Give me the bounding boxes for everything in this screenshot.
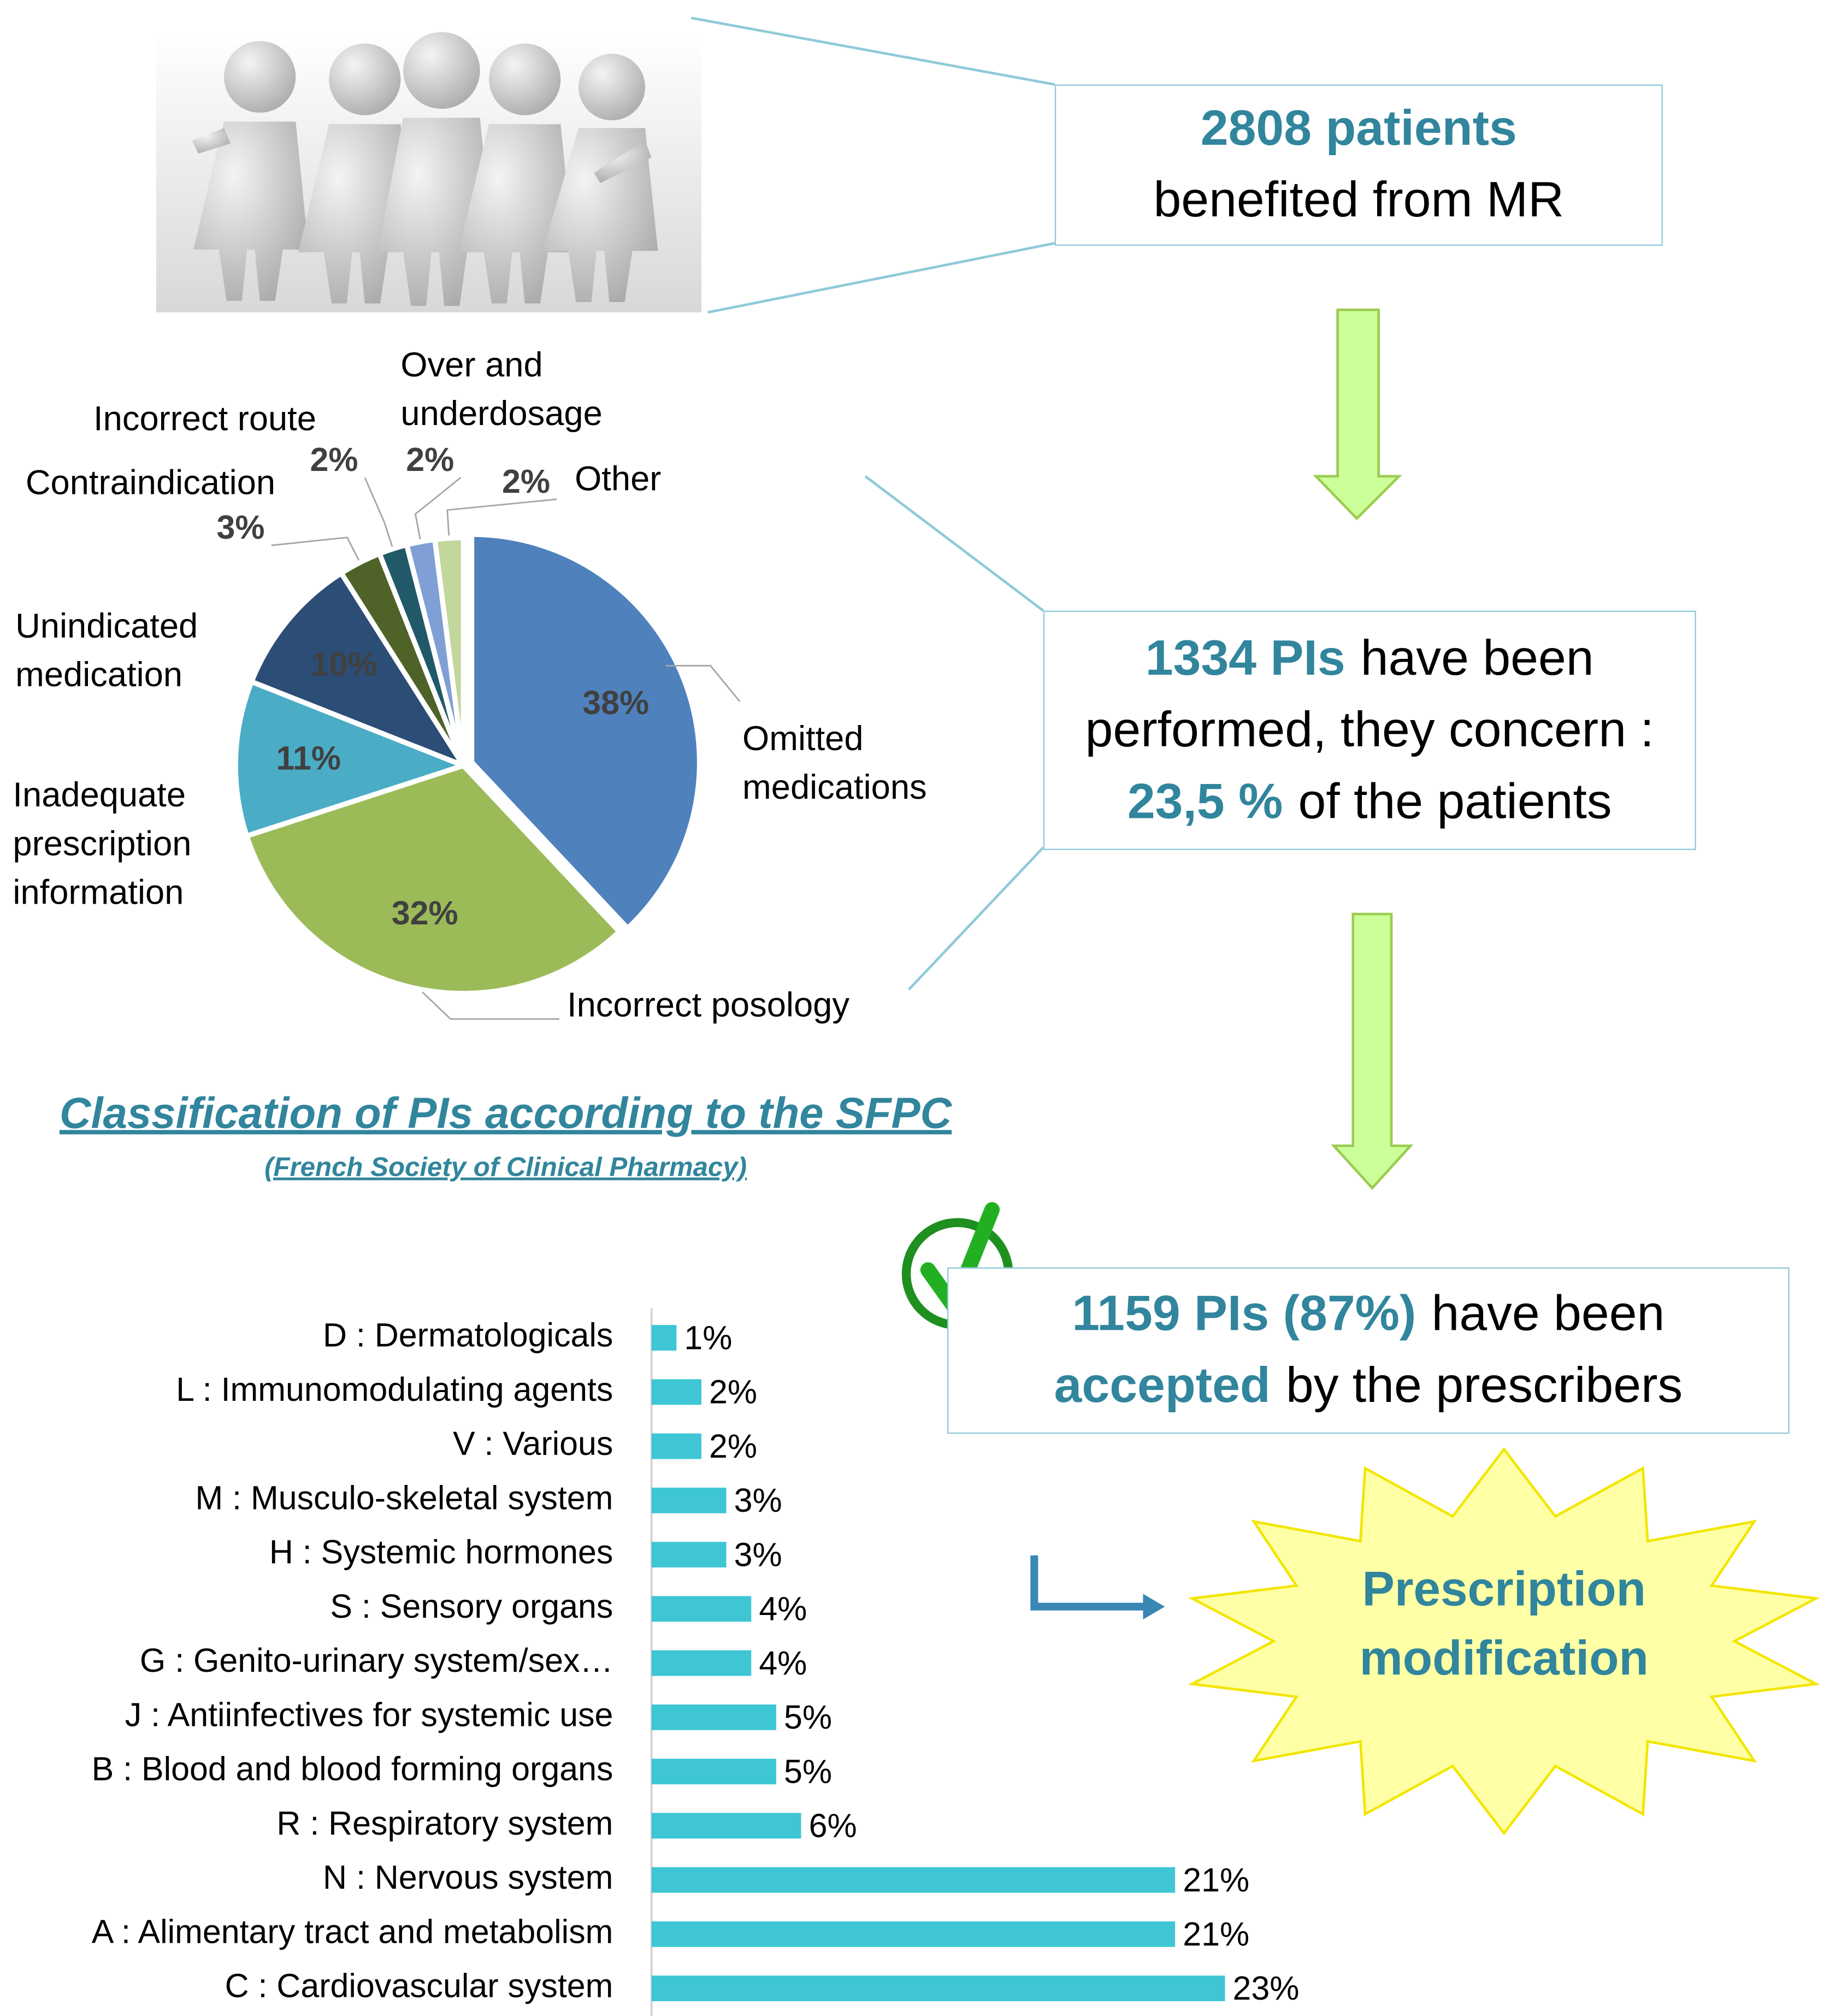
chart-subtitle: (French Society of Clinical Pharmacy) bbox=[264, 1152, 747, 1182]
callout-arrow bbox=[1034, 1555, 1146, 1607]
bar-value-label: 3% bbox=[734, 1536, 782, 1573]
callout-arrowhead bbox=[1143, 1594, 1165, 1619]
bar bbox=[652, 1488, 727, 1513]
leader-line bbox=[415, 478, 461, 539]
bar bbox=[652, 1650, 752, 1676]
box-text: have been bbox=[1361, 630, 1594, 686]
box-line: accepted by the prescribers bbox=[1046, 1351, 1690, 1422]
chart-title: Classification of PIs according to the S… bbox=[60, 1088, 953, 1137]
bar-category-label: C : Cardiovascular system bbox=[225, 1967, 613, 2005]
pie-value-label: 2% bbox=[406, 441, 454, 478]
box-text: by the prescribers bbox=[1286, 1358, 1683, 1413]
box-highlight: 23,5 % bbox=[1128, 774, 1283, 829]
box-line: 1159 PIs (87%) have been bbox=[1064, 1279, 1672, 1351]
bar-value-label: 21% bbox=[1183, 1861, 1249, 1899]
bar bbox=[652, 1976, 1225, 2001]
pie-value-label: 10% bbox=[311, 646, 377, 683]
box-line: 1334 PIs have been bbox=[1138, 623, 1602, 694]
info-box: 1159 PIs (87%) have been accepted by the pr… bbox=[947, 1268, 1790, 1434]
pie-value-label: 3% bbox=[217, 509, 265, 546]
bar bbox=[652, 1705, 776, 1730]
info-box: 2808 patients benefited from MR bbox=[1055, 85, 1663, 246]
bar-value-label: 2% bbox=[709, 1428, 757, 1465]
info-box: 1334 PIs have been performed, they concern… bbox=[1043, 611, 1696, 850]
leader-line bbox=[422, 992, 559, 1019]
bar bbox=[652, 1921, 1175, 1947]
box-text: of the patients bbox=[1298, 774, 1612, 829]
infographic: 38% 32% 11% 10% 3% 2% 2% 2% Classification of PI… bbox=[0, 0, 1824, 2016]
bar-value-label: 6% bbox=[809, 1807, 857, 1844]
box-highlight: 2808 patients bbox=[1201, 101, 1517, 156]
box-highlight: accepted bbox=[1054, 1358, 1271, 1413]
bar bbox=[652, 1596, 752, 1622]
bar-value-label: 5% bbox=[784, 1753, 832, 1790]
bar-category-label: J : Antiinfectives for systemic use bbox=[125, 1696, 613, 1733]
pie-value-label: 2% bbox=[502, 463, 550, 500]
bar-category-label: R : Respiratory system bbox=[276, 1805, 613, 1842]
connector-lines bbox=[691, 18, 1054, 989]
callout-text: Prescription modification bbox=[1331, 1555, 1677, 1694]
bar-value-label: 21% bbox=[1183, 1915, 1249, 1953]
pie-category-label: Incorrect route bbox=[93, 394, 375, 443]
box-line: benefited from MR bbox=[1146, 165, 1572, 237]
pie-category-label: Incorrect posology bbox=[567, 981, 900, 1029]
bar-value-label: 4% bbox=[759, 1590, 807, 1628]
bar bbox=[652, 1759, 776, 1784]
leader-line bbox=[365, 478, 392, 546]
bar bbox=[652, 1325, 677, 1351]
bar bbox=[652, 1379, 701, 1405]
box-line: 2808 patients bbox=[1193, 93, 1525, 165]
box-line: performed, they concern : bbox=[1077, 694, 1661, 766]
bar bbox=[652, 1434, 701, 1459]
pie-category-label: Other bbox=[575, 455, 703, 503]
box-text: have been bbox=[1432, 1287, 1665, 1342]
box-highlight: 1159 PIs (87%) bbox=[1072, 1287, 1416, 1342]
people-figures bbox=[192, 32, 658, 306]
pie-category-label: Over and underdosage bbox=[400, 340, 631, 438]
bar bbox=[652, 1542, 727, 1567]
leader-line bbox=[447, 499, 557, 535]
bar-category-label: M : Musculo-skeletal system bbox=[195, 1479, 613, 1516]
bar-category-label: S : Sensory organs bbox=[330, 1588, 613, 1625]
pie-value-label: 32% bbox=[392, 894, 458, 932]
box-line: 23,5 % of the patients bbox=[1120, 766, 1620, 838]
bar-category-label: V : Various bbox=[453, 1425, 613, 1462]
bar-value-label: 5% bbox=[784, 1699, 832, 1736]
leader-line bbox=[271, 538, 359, 561]
bar-category-label: B : Blood and blood forming organs bbox=[92, 1750, 613, 1788]
page: 38% 32% 11% 10% 3% 2% 2% 2% Classification of PI… bbox=[0, 0, 1824, 2016]
bar-value-label: 3% bbox=[734, 1482, 782, 1519]
graphics: 38% 32% 11% 10% 3% 2% 2% 2% Classification of PI… bbox=[0, 0, 1824, 2016]
bar-value-label: 2% bbox=[709, 1374, 757, 1411]
box-text: benefited from MR bbox=[1153, 173, 1564, 228]
pie-value-label: 11% bbox=[276, 739, 341, 776]
bar-value-label: 23% bbox=[1233, 1970, 1300, 2007]
pie-category-label: Omitted medications bbox=[742, 715, 973, 812]
bar-category-label: N : Nervous system bbox=[323, 1859, 613, 1896]
bar-category-label: D : Dermatologicals bbox=[323, 1317, 613, 1354]
bar-category-label: L : Immunomodulating agents bbox=[176, 1371, 613, 1408]
bar-value-label: 1% bbox=[684, 1319, 732, 1356]
pie-category-label: Inadequate prescription information bbox=[13, 771, 230, 917]
box-text: performed, they concern : bbox=[1085, 702, 1654, 757]
box-highlight: 1334 PIs bbox=[1146, 630, 1345, 686]
pie-value-label: 38% bbox=[582, 684, 649, 721]
bar-category-label: G : Genito-urinary system/sex… bbox=[140, 1642, 613, 1679]
bar bbox=[652, 1813, 801, 1838]
pie-category-label: Unindicated medication bbox=[15, 602, 233, 699]
bar-value-label: 4% bbox=[759, 1644, 807, 1682]
bar-category-label: H : Systemic hormones bbox=[269, 1534, 613, 1571]
bar-category-label: A : Alimentary tract and metabolism bbox=[92, 1913, 613, 1950]
bar bbox=[652, 1867, 1175, 1893]
pie-category-label: Contraindication bbox=[26, 458, 320, 507]
